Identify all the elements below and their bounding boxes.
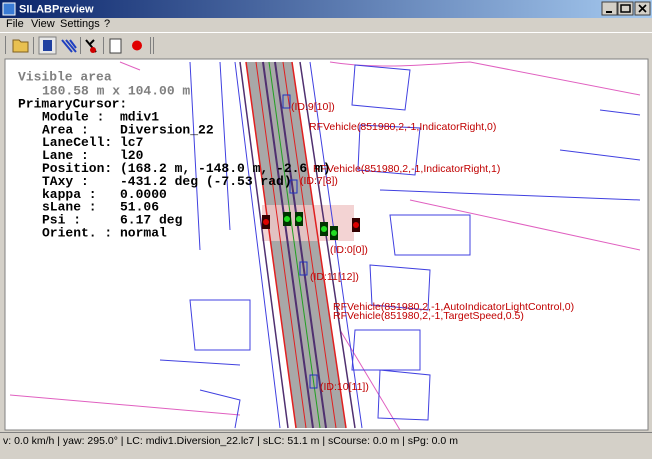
info-value: Diversion_22	[120, 122, 214, 137]
open-button[interactable]	[12, 39, 29, 53]
menu-item[interactable]: File	[6, 18, 24, 30]
map-label: (ID:11[12])	[310, 271, 359, 283]
map-label: RFVehicle(851980,2,-1,IndicatorRight,1)	[313, 163, 500, 175]
buildings	[159, 61, 641, 429]
info-cursor: PrimaryCursor:	[18, 96, 127, 111]
map-label: RFVehicle(851980,2,-1,TargetSpeed,0.5)	[333, 310, 524, 322]
info-key: sLane :	[42, 200, 97, 215]
info-key: Lane :	[42, 148, 89, 163]
map-label: (ID:0[0])	[330, 244, 368, 256]
status-text: v: 0.0 km/h | yaw: 295.0° | LC: mdiv1.Di…	[3, 435, 458, 447]
maximize-glyph	[620, 4, 631, 13]
info-key: Area :	[42, 122, 89, 137]
doc-button[interactable]	[109, 38, 122, 54]
info-value: 0.0000	[120, 187, 167, 202]
lanes-button[interactable]	[61, 39, 77, 53]
cursor-glyph	[90, 47, 96, 53]
info-value: normal	[120, 226, 167, 241]
info-key: Orient. :	[42, 226, 112, 241]
map-label: (ID:7[8])	[300, 175, 338, 187]
minimize-button[interactable]	[601, 1, 618, 16]
info-value: mdiv1	[120, 109, 159, 124]
parcel-lines	[9, 61, 641, 431]
close-glyph	[638, 4, 647, 13]
traffic-lights	[262, 212, 360, 240]
window-title: SILABPreview	[19, 3, 94, 15]
lane-lines	[234, 61, 363, 429]
map-label: (ID:10[11])	[320, 381, 369, 393]
menu-item[interactable]: ?	[104, 18, 110, 30]
info-key: Psi :	[42, 213, 81, 228]
menu-item[interactable]: View	[31, 18, 55, 30]
info-value: -431.2 deg (-7.53 rad)	[120, 174, 292, 189]
title-bar	[0, 0, 652, 18]
info-key: LaneCell:	[42, 135, 112, 150]
cursor-info: Visible area 180.58 m x 104.00 m Primary…	[18, 69, 331, 240]
toolbar	[5, 36, 154, 55]
info-key: Module :	[42, 109, 104, 124]
road-surface	[246, 62, 346, 428]
map-label: RFVehicle(851980,2,-1,IndicatorRight,0)	[309, 121, 496, 133]
map-view: (ID:9[10]) RFVehicle(851980,2,-1,Indicat…	[4, 58, 649, 431]
info-value: 51.06	[120, 200, 159, 215]
menu-item[interactable]: Settings	[60, 18, 100, 30]
info-heading: Visible area	[18, 69, 112, 84]
menu-bar: File View Settings ?	[6, 18, 110, 30]
app-icon	[2, 2, 16, 16]
view-glyph	[43, 40, 52, 51]
map-label: RFVehicle(851980,2,-1,AutoIndicatorLight…	[333, 301, 574, 313]
record-button[interactable]	[132, 40, 142, 51]
info-value: lc7	[120, 135, 143, 150]
info-value: l20	[120, 148, 144, 163]
vehicles	[282, 94, 318, 389]
info-key: Position:	[42, 161, 112, 176]
info-value: 6.17 deg	[120, 213, 183, 228]
map-label: (ID:9[10])	[291, 101, 335, 113]
info-key: TAxy :	[42, 174, 89, 189]
info-value: (168.2 m, -148.0 m, -2.6 m)	[120, 161, 331, 176]
window-buttons	[601, 1, 651, 16]
map-labels: (ID:9[10]) RFVehicle(851980,2,-1,Indicat…	[291, 101, 574, 393]
info-key: kappa :	[42, 187, 97, 202]
info-extent: 180.58 m x 104.00 m	[42, 83, 190, 98]
